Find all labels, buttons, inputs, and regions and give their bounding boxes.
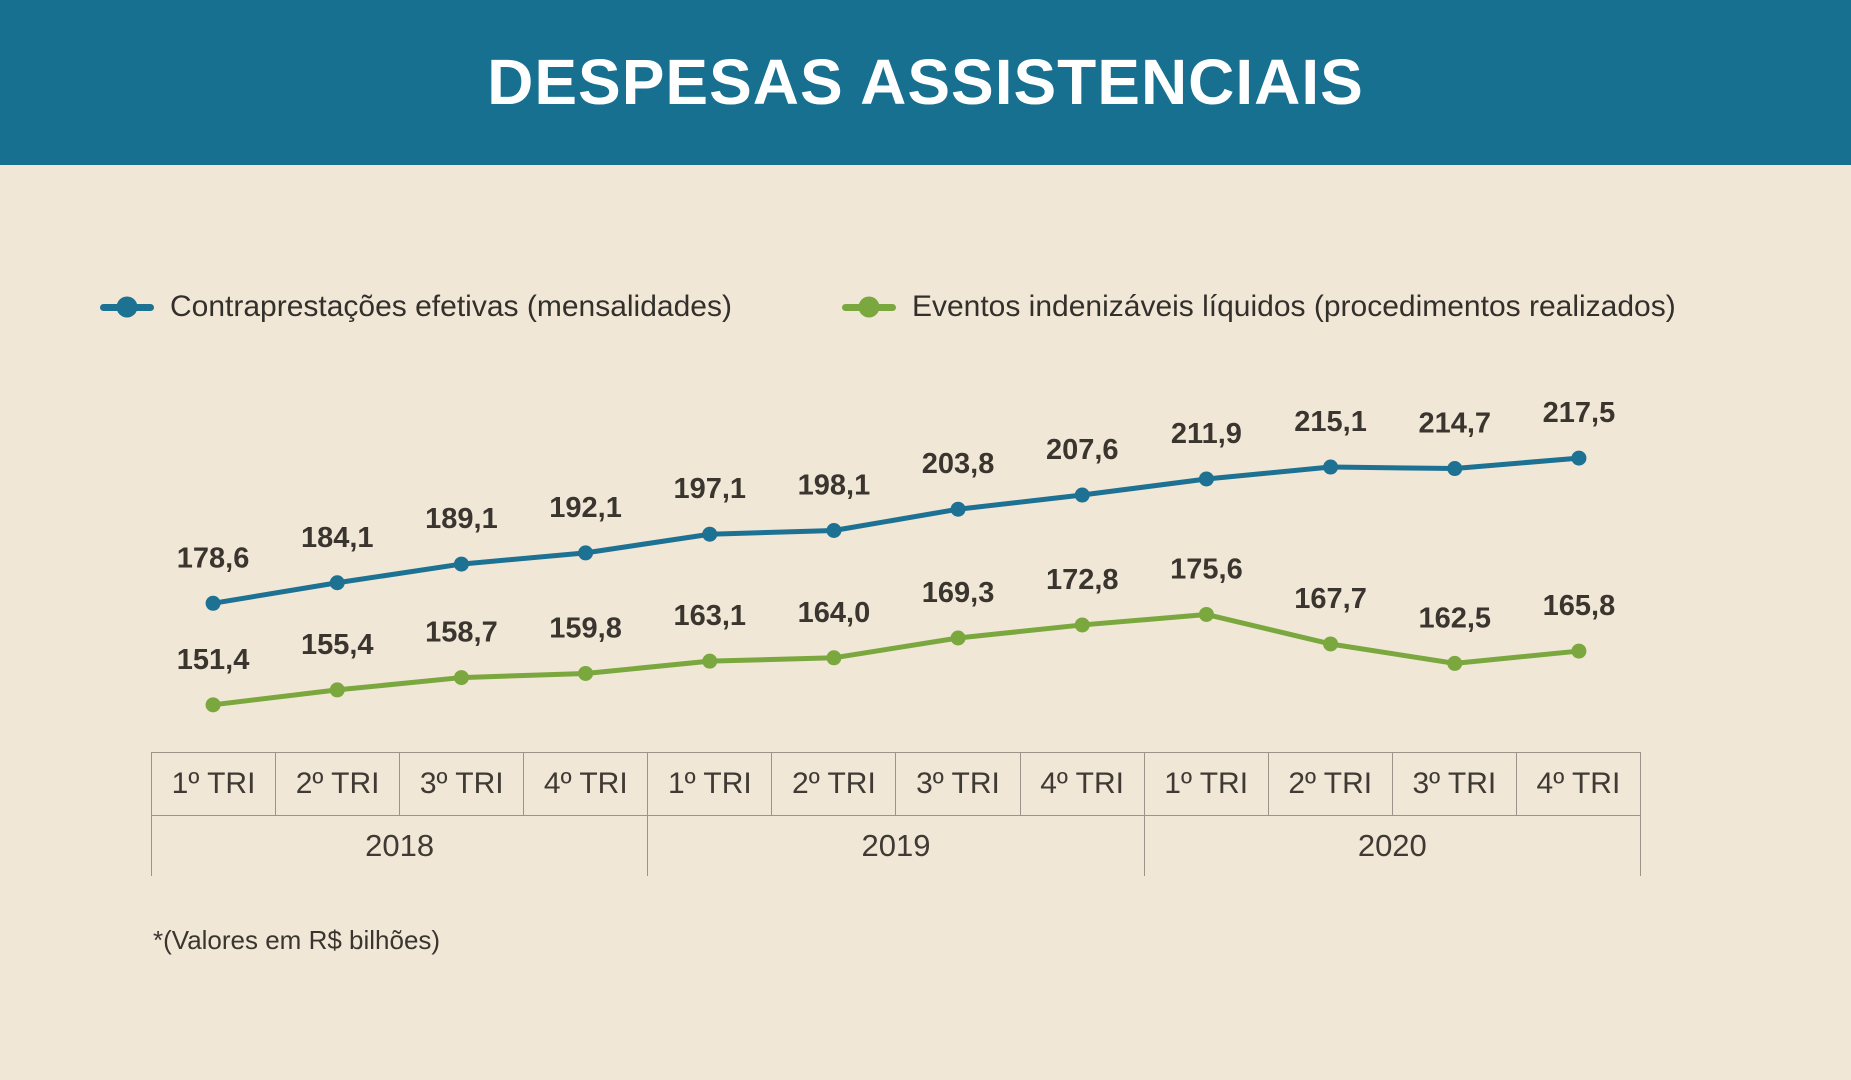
value-label: 172,8 [1046,564,1119,596]
legend-item-eventos: Eventos indenizáveis líquidos (procedime… [841,290,1676,324]
axis-quarter-cell: 2º TRI [276,753,401,815]
legend-line-dot-icon [841,296,896,318]
data-point [702,526,718,542]
data-point [1074,487,1090,503]
value-label: 158,7 [425,617,498,649]
data-point [205,595,221,611]
data-point [329,575,345,591]
axis-quarter-cell: 4º TRI [1021,753,1145,815]
series-line-1 [212,611,1580,708]
value-label: 197,1 [673,473,746,505]
header-band: DESPESAS ASSISTENCIAIS [0,0,1851,165]
axis-quarter-cell: 3º TRI [400,753,525,815]
data-point [453,556,469,572]
x-axis-year-row: 2018 2019 2020 [152,816,1640,876]
axis-year-cell: 2019 [648,816,1145,876]
data-point [950,630,966,646]
value-label: 214,7 [1418,408,1491,440]
data-point [950,501,966,517]
value-label: 184,1 [301,522,374,554]
legend-label: Eventos indenizáveis líquidos (procedime… [911,290,1676,323]
value-label: 198,1 [798,469,871,501]
value-label: 189,1 [425,503,498,535]
value-label: 169,3 [922,577,995,609]
value-label: 151,4 [177,644,250,676]
data-point [329,682,345,698]
footnote: *(Valores em R$ bilhões) [153,925,441,955]
value-label: 217,5 [1543,397,1616,429]
value-label: 178,6 [177,542,250,574]
axis-quarter-cell: 4º TRI [524,753,649,815]
axis-year-cell: 2018 [152,816,649,876]
axis-quarter-cell: 3º TRI [1393,753,1517,815]
value-label: 192,1 [549,492,622,524]
data-point [205,697,221,713]
data-point [578,665,594,681]
series-line-0 [212,455,1580,606]
axis-quarter-cell: 2º TRI [1269,753,1393,815]
x-axis-table: 1º TRI 2º TRI 3º TRI 4º TRI 1º TRI 2º TRI 3º T… [151,752,1641,876]
axis-quarter-cell: 2º TRI [772,753,897,815]
axis-quarter-cell: 1º TRI [648,753,773,815]
value-label: 159,8 [549,612,622,644]
value-label: 163,1 [673,600,746,632]
page-title: DESPESAS ASSISTENCIAIS [487,46,1364,118]
data-point [1571,643,1587,659]
axis-quarter-cell: 1º TRI [152,753,277,815]
data-point [1447,461,1463,477]
legend-dot-icon [116,296,138,318]
value-label: 175,6 [1170,553,1243,585]
data-point [1323,636,1339,652]
data-point [826,522,842,538]
data-point [1074,617,1090,633]
data-point [1447,655,1463,671]
value-label: 211,9 [1171,418,1242,450]
legend-item-contraprestacoes: Contraprestações efetivas (mensalidades) [100,290,732,324]
legend-line-dot-icon [100,296,154,318]
data-point [826,650,842,666]
value-label: 165,8 [1543,590,1616,622]
legend-label: Contraprestações efetivas (mensalidades) [170,290,732,323]
axis-year-cell: 2020 [1357,828,1427,863]
x-axis-quarter-row: 1º TRI 2º TRI 3º TRI 4º TRI 1º TRI 2º TRI 3º T… [152,753,1640,816]
axis-quarter-cell: 1º TRI [1145,753,1269,815]
value-label: 207,6 [1046,434,1119,466]
value-label: 203,8 [922,448,995,480]
data-point [1571,450,1587,466]
legend: Contraprestações efetivas (mensalidades)… [100,290,1676,324]
axis-quarter-cell: 3º TRI [896,753,1021,815]
data-point [1198,471,1214,487]
value-label: 215,1 [1294,406,1367,438]
data-point [453,670,469,686]
value-label: 164,0 [798,597,871,629]
data-point [702,653,718,669]
axis-quarter-cell: 4º TRI [1536,767,1621,800]
value-label: 155,4 [301,629,374,661]
data-point [1198,606,1214,622]
value-label: 167,7 [1294,583,1367,615]
legend-dot-icon [858,296,880,318]
data-point [578,545,594,561]
value-label: 162,5 [1418,602,1491,634]
data-point [1323,459,1339,475]
